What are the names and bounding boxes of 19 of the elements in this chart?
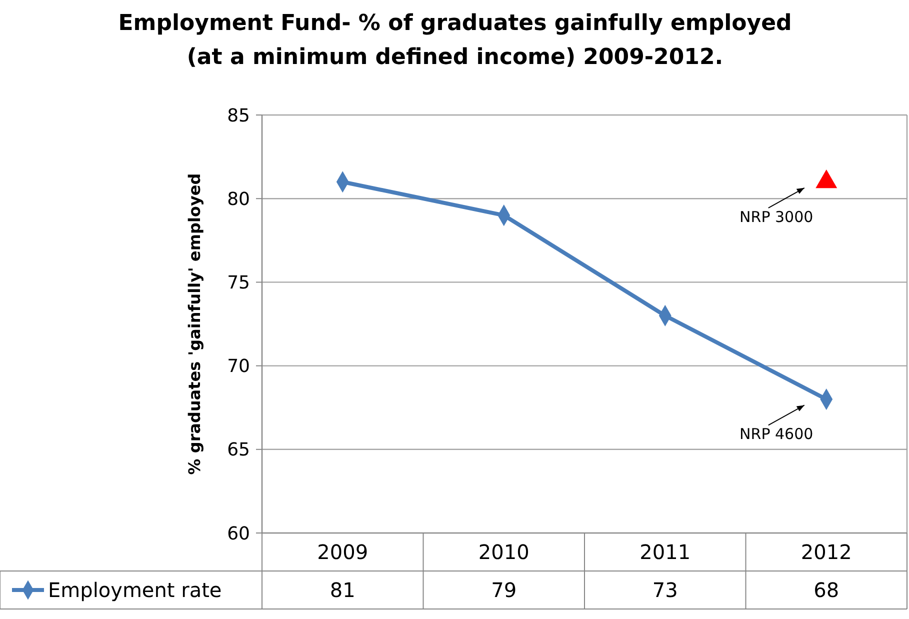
legend-label: Employment rate <box>48 578 222 602</box>
y-tick-label: 70 <box>227 356 250 378</box>
y-tick-label: 60 <box>227 523 250 544</box>
y-tick-label: 65 <box>227 440 250 461</box>
annotation: NRP 4600 <box>740 425 814 444</box>
x-tick-label: 2012 <box>800 540 852 564</box>
x-tick-label: 2010 <box>478 540 530 564</box>
data-label: 79 <box>491 578 517 602</box>
y-axis-title: % graduates 'gainfully' employed <box>185 173 204 475</box>
data-label: 68 <box>814 578 840 602</box>
chart-title: Employment Fund- % of graduates gainfully employed (at a minimum defined income) 2009-2012. <box>118 11 792 70</box>
data-label: 81 <box>330 578 356 602</box>
x-tick-label: 2009 <box>317 540 368 564</box>
x-tick-label: 2011 <box>640 540 691 564</box>
annotation: NRP 3000 <box>740 208 814 226</box>
y-tick-label: 85 <box>227 105 250 126</box>
data-label: 73 <box>652 578 678 602</box>
y-tick-label: 80 <box>227 188 250 210</box>
y-tick-label: 75 <box>227 272 250 294</box>
